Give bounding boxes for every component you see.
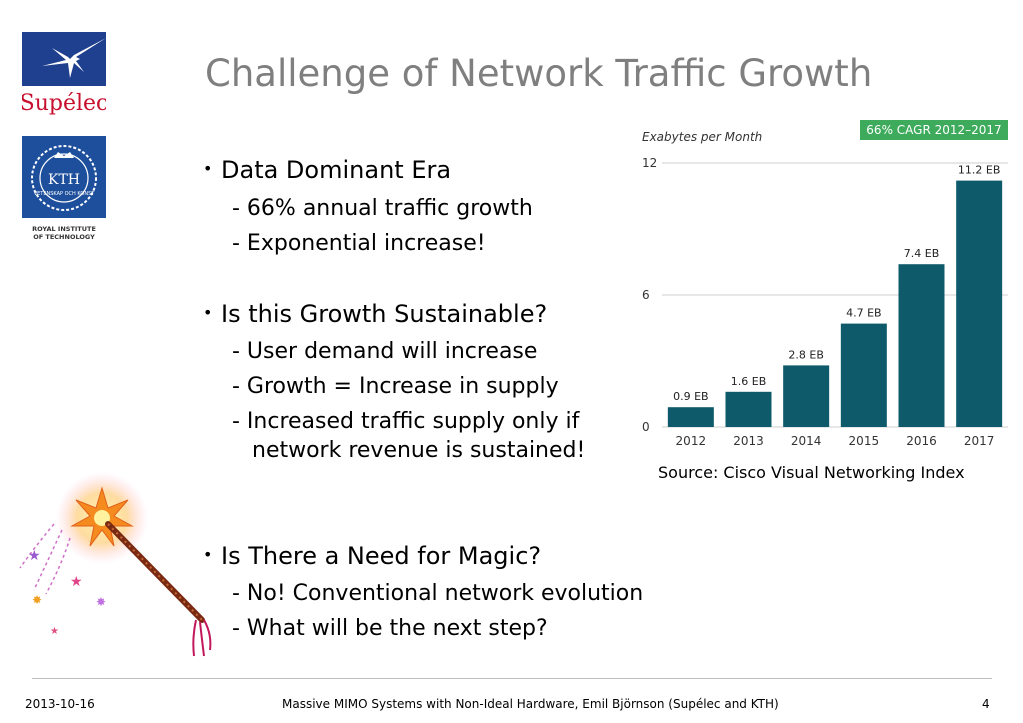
bullet-text: Data Dominant Era (221, 156, 452, 184)
chart-y-tick-label: 12 (642, 156, 657, 170)
chart-source: Source: Cisco Visual Networking Index (658, 463, 965, 482)
chart-data-label: 1.6 EB (731, 375, 767, 388)
sub-bullet: - No! Conventional network evolution (232, 581, 644, 606)
chart-bar (956, 180, 1003, 427)
sub-bullet-continuation: network revenue is sustained! (252, 438, 586, 463)
chart-y-axis-label: Exabytes per Month (642, 130, 762, 144)
sub-bullet: - User demand will increase (232, 339, 538, 364)
chart-bar (667, 407, 714, 427)
svg-text:★: ★ (28, 548, 41, 564)
chart-data-label: 7.4 EB (904, 247, 940, 260)
chart-title: 66% CAGR 2012–2017 (866, 123, 1001, 137)
bullet-dot-icon: • (203, 545, 213, 564)
svg-text:ROYAL INSTITUTE: ROYAL INSTITUTE (32, 225, 96, 233)
chart-svg: 0 6 12 0.9 EB 2012 1.6 EB 2013 2.8 EB 2014 4.7 E… (642, 120, 1008, 448)
svg-text:★: ★ (50, 626, 59, 637)
bullet-dot-icon: • (203, 159, 213, 178)
sub-bullet: - Exponential increase! (232, 231, 486, 256)
footer-page-number: 4 (982, 697, 990, 711)
svg-text:VETENSKAP OCH KONST: VETENSKAP OCH KONST (34, 191, 96, 197)
chart-bar (898, 264, 945, 427)
sub-bullet: - Increased traffic supply only if (232, 409, 580, 434)
chart-y-tick-label: 0 (642, 420, 650, 434)
bullet-text: Is this Growth Sustainable? (221, 300, 548, 328)
bullet-data-dominant-era: • Data Dominant Era (203, 156, 451, 184)
chart-grid: 0 6 12 (642, 156, 1008, 434)
svg-text:KTH: KTH (48, 172, 80, 188)
chart-data-label: 2.8 EB (788, 348, 824, 361)
bullet-need-for-magic: • Is There a Need for Magic? (203, 542, 541, 570)
chart-x-tick-label: 2013 (733, 434, 764, 448)
kth-logo: KTH VETENSKAP OCH KONST ROYAL INSTITUTE … (22, 136, 106, 242)
chart-bar (783, 365, 830, 427)
chart-bars: 0.9 EB 2012 1.6 EB 2013 2.8 EB 2014 4.7 EB 2015… (667, 164, 1003, 448)
chart-bar (725, 391, 772, 427)
slide-title: Challenge of Network Traffic Growth (205, 52, 873, 95)
chart-data-label: 4.7 EB (846, 307, 882, 320)
footer-center-text: Massive MIMO Systems with Non-Ideal Hard… (282, 697, 779, 711)
sub-bullet: - What will be the next step? (232, 616, 548, 641)
chart-y-tick-label: 6 (642, 288, 650, 302)
traffic-growth-chart: 0 6 12 0.9 EB 2012 1.6 EB 2013 2.8 EB 2014 4.7 E… (636, 116, 1012, 456)
chart-x-tick-label: 2017 (964, 434, 995, 448)
chart-x-tick-label: 2012 (676, 434, 707, 448)
svg-text:✸: ✸ (32, 593, 42, 607)
chart-x-tick-label: 2015 (849, 434, 880, 448)
sub-bullet: - Growth = Increase in supply (232, 374, 559, 399)
svg-text:✸: ✸ (96, 595, 106, 609)
footer-divider (32, 678, 992, 679)
magic-wand-illustration: ★ ★ ✸ ✸ ★ (10, 470, 220, 670)
bullet-growth-sustainable: • Is this Growth Sustainable? (203, 300, 547, 328)
bullet-dot-icon: • (203, 303, 213, 322)
chart-data-label: 11.2 EB (958, 164, 1001, 177)
footer-date: 2013-10-16 (25, 697, 95, 711)
svg-text:Supélec: Supélec (22, 91, 106, 116)
chart-data-label: 0.9 EB (673, 390, 709, 403)
svg-text:OF TECHNOLOGY: OF TECHNOLOGY (33, 233, 95, 241)
svg-text:★: ★ (70, 574, 83, 590)
bullet-text: Is There a Need for Magic? (221, 542, 542, 570)
chart-x-tick-label: 2014 (791, 434, 822, 448)
sub-bullet: - 66% annual traffic growth (232, 196, 533, 221)
chart-bar (840, 323, 887, 427)
chart-cagr-badge (860, 120, 1008, 140)
supelec-logo: Supélec (20, 32, 108, 118)
chart-x-tick-label: 2016 (906, 434, 937, 448)
